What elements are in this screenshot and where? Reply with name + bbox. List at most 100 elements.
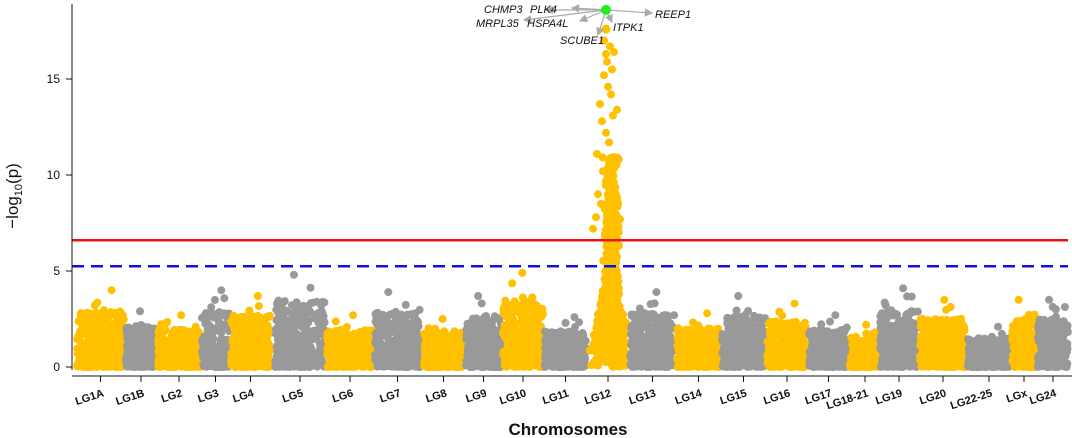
snp-point bbox=[698, 361, 707, 370]
snp-point bbox=[412, 319, 421, 328]
chromosome-points-lg7 bbox=[371, 288, 424, 371]
snp-point bbox=[154, 356, 163, 365]
snp-point bbox=[280, 338, 289, 347]
snp-point bbox=[616, 336, 625, 345]
snp-point bbox=[616, 215, 624, 224]
snp-point bbox=[695, 351, 704, 360]
snp-point bbox=[670, 311, 679, 320]
snp-point bbox=[299, 334, 308, 343]
snp-point bbox=[616, 344, 625, 353]
snp-point bbox=[284, 331, 293, 339]
snp-point bbox=[628, 331, 637, 340]
snp-point bbox=[465, 362, 473, 371]
snp-point bbox=[598, 117, 606, 126]
snp-point bbox=[431, 334, 440, 343]
snp-point bbox=[528, 293, 537, 302]
snp-point bbox=[601, 331, 610, 339]
snp-point bbox=[333, 327, 342, 336]
snp-point bbox=[314, 331, 323, 340]
snp-point bbox=[510, 297, 519, 306]
snp-point bbox=[81, 352, 90, 361]
snp-point bbox=[538, 309, 547, 318]
snp-point bbox=[603, 57, 611, 66]
snp-point bbox=[605, 207, 613, 216]
snp-point bbox=[253, 311, 262, 320]
snp-point bbox=[440, 327, 449, 336]
snp-point bbox=[110, 332, 118, 341]
snp-point bbox=[556, 361, 565, 369]
chromosome-points-lg1a bbox=[73, 286, 128, 371]
snp-point bbox=[508, 325, 517, 334]
snp-point bbox=[309, 351, 317, 360]
snp-point bbox=[243, 363, 252, 371]
snp-point bbox=[592, 213, 600, 222]
snp-point bbox=[116, 307, 125, 316]
snp-point bbox=[275, 332, 284, 341]
snp-point bbox=[518, 301, 526, 309]
snp-point bbox=[607, 90, 615, 99]
snp-point bbox=[597, 199, 605, 208]
snp-point bbox=[323, 345, 332, 354]
snp-point bbox=[545, 357, 554, 366]
snp-point bbox=[140, 328, 149, 337]
snp-point bbox=[342, 338, 351, 347]
snp-point bbox=[82, 361, 91, 370]
snp-point bbox=[607, 220, 615, 229]
snp-point bbox=[92, 361, 101, 369]
snp-point-top bbox=[652, 288, 661, 297]
snp-point bbox=[106, 362, 115, 371]
snp-point bbox=[289, 314, 298, 323]
snp-point bbox=[271, 362, 280, 371]
snp-point bbox=[575, 318, 584, 327]
snp-point bbox=[97, 333, 106, 342]
snp-point bbox=[331, 317, 340, 326]
snp-point bbox=[507, 357, 516, 366]
snp-point bbox=[420, 342, 429, 351]
snp-point bbox=[593, 149, 601, 158]
snp-point bbox=[254, 302, 263, 311]
snp-point bbox=[600, 71, 608, 80]
snp-point-top bbox=[177, 311, 186, 320]
snp-point bbox=[438, 352, 447, 361]
snp-point-top bbox=[474, 292, 483, 300]
snp-point bbox=[202, 362, 211, 371]
snp-point bbox=[523, 360, 532, 369]
snp-point bbox=[252, 359, 261, 368]
snp-point bbox=[602, 128, 610, 137]
snp-point bbox=[200, 334, 209, 343]
snp-point bbox=[462, 333, 471, 342]
snp-point bbox=[263, 348, 272, 357]
snp-point bbox=[647, 311, 656, 320]
snp-point bbox=[450, 327, 459, 336]
snp-point-top bbox=[518, 268, 527, 277]
snp-point bbox=[231, 319, 240, 328]
snp-point bbox=[487, 335, 496, 344]
snp-point bbox=[610, 182, 618, 191]
snp-point-top bbox=[438, 315, 447, 323]
snp-point bbox=[256, 334, 265, 343]
snp-point bbox=[122, 324, 131, 333]
snp-point bbox=[303, 360, 312, 369]
snp-point bbox=[568, 352, 577, 361]
snp-point-top bbox=[136, 307, 144, 316]
snp-point bbox=[589, 224, 597, 233]
snp-point bbox=[244, 329, 253, 337]
snp-point bbox=[407, 359, 416, 368]
snp-point bbox=[596, 100, 604, 108]
snp-point bbox=[594, 333, 602, 342]
chromosome-points-lg9 bbox=[462, 292, 505, 371]
snp-point bbox=[249, 317, 258, 326]
snp-point bbox=[630, 353, 639, 362]
snp-point-top bbox=[289, 270, 298, 279]
chromosome-points-lg2 bbox=[154, 311, 204, 371]
snp-point bbox=[281, 355, 290, 364]
snp-point bbox=[635, 343, 644, 352]
snp-point bbox=[148, 329, 157, 338]
snp-point bbox=[275, 311, 284, 320]
snp-point bbox=[388, 309, 397, 318]
snp-point bbox=[272, 342, 281, 351]
snp-point bbox=[387, 325, 396, 334]
snp-point bbox=[451, 335, 460, 344]
snp-point bbox=[350, 357, 358, 366]
chromosome-points-lg1b bbox=[122, 307, 160, 371]
